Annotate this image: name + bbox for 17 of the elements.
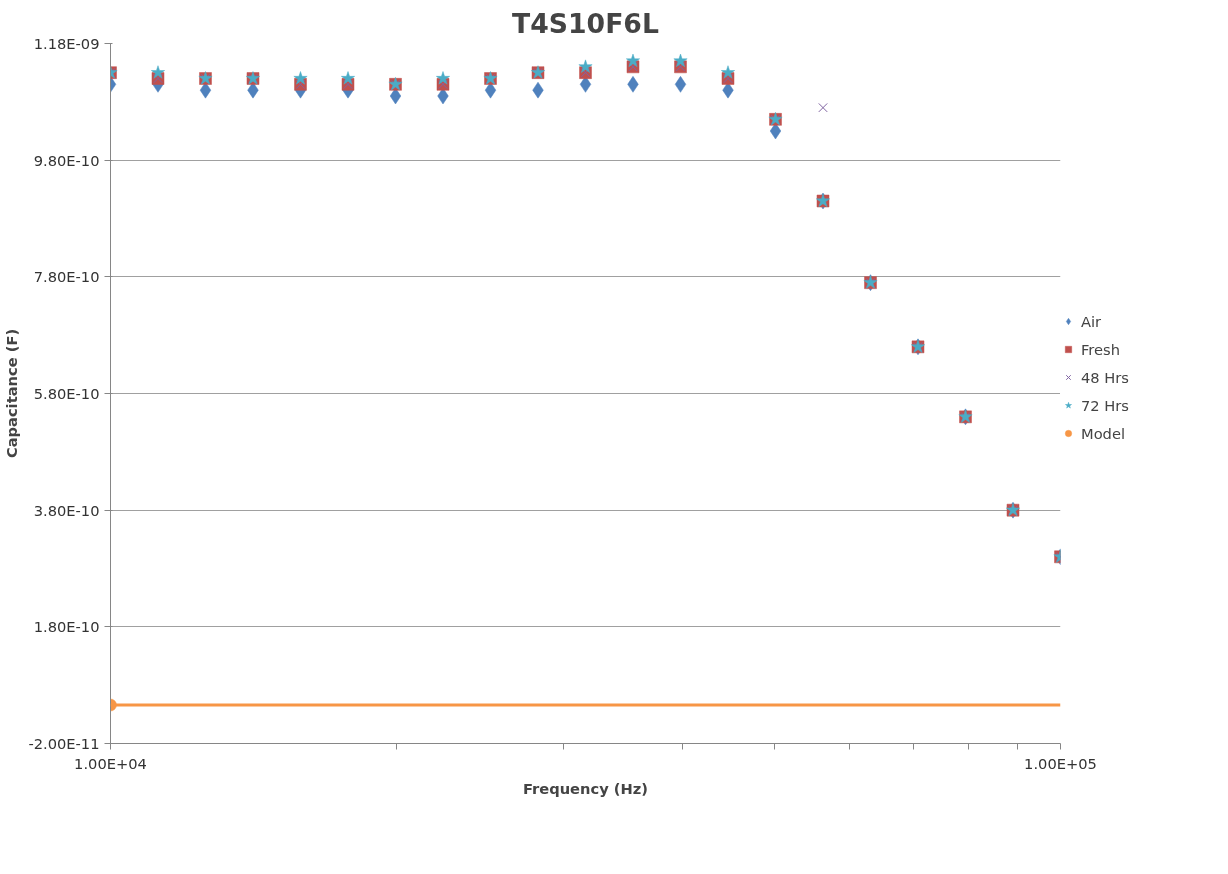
y-tick-label: -2.00E-11	[28, 735, 100, 752]
legend-label: Model	[1081, 424, 1126, 442]
chart-title: T4S10F6L	[512, 7, 659, 39]
y-axis-title: Capacitance (F)	[3, 328, 21, 459]
legend-label: 72 Hrs	[1081, 396, 1129, 414]
y-tick-label: 7.80E-10	[33, 268, 100, 286]
x-axis-title: Frequency (Hz)	[522, 779, 649, 797]
y-tick-label: 5.80E-10	[33, 385, 100, 402]
y-tick-label: 1.18E-09	[33, 35, 100, 52]
legend-label: Air	[1081, 312, 1102, 330]
y-tick-label: 9.80E-10	[33, 151, 100, 169]
x-tick-label: 1.00E+05	[1024, 754, 1097, 772]
legend-label: Fresh	[1081, 340, 1121, 358]
y-tick-label: 3.80E-10	[33, 501, 100, 519]
legend-label: 48 Hrs	[1081, 368, 1129, 386]
x-tick-label: 1.00E+04	[74, 754, 147, 772]
y-tick-label: 1.80E-10	[33, 618, 100, 636]
